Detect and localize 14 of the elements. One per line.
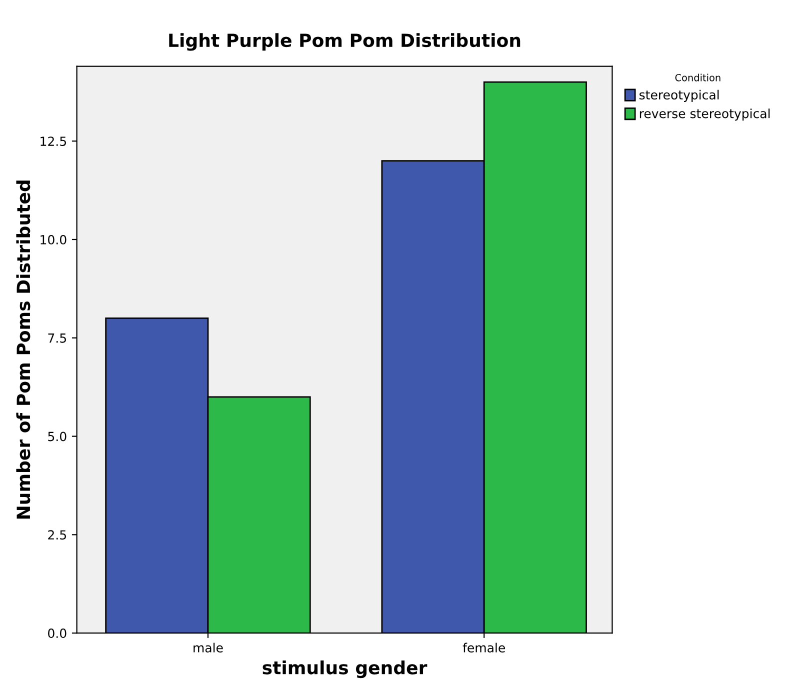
y-tick-label: 5.0 <box>48 432 66 442</box>
chart-title: Light Purple Pom Pom Distribution <box>169 33 520 51</box>
legend-label: stereotypical <box>640 90 719 102</box>
y-tick-label: 10.0 <box>40 234 66 244</box>
x-tick-label: male <box>194 642 223 652</box>
y-tick-label: 7.5 <box>48 334 66 343</box>
y-tick-label: 2.5 <box>48 530 66 540</box>
x-axis-title: stimulus gender <box>262 660 428 678</box>
legend-title: Condition <box>675 74 720 82</box>
y-tick-label: 12.5 <box>40 136 66 146</box>
legend-label: reverse stereotypical <box>640 108 770 121</box>
x-tick-label: female <box>462 642 505 652</box>
y-tick-label: 0.0 <box>48 628 66 638</box>
y-axis-title: Number of Pom Poms Distributed <box>16 180 30 519</box>
